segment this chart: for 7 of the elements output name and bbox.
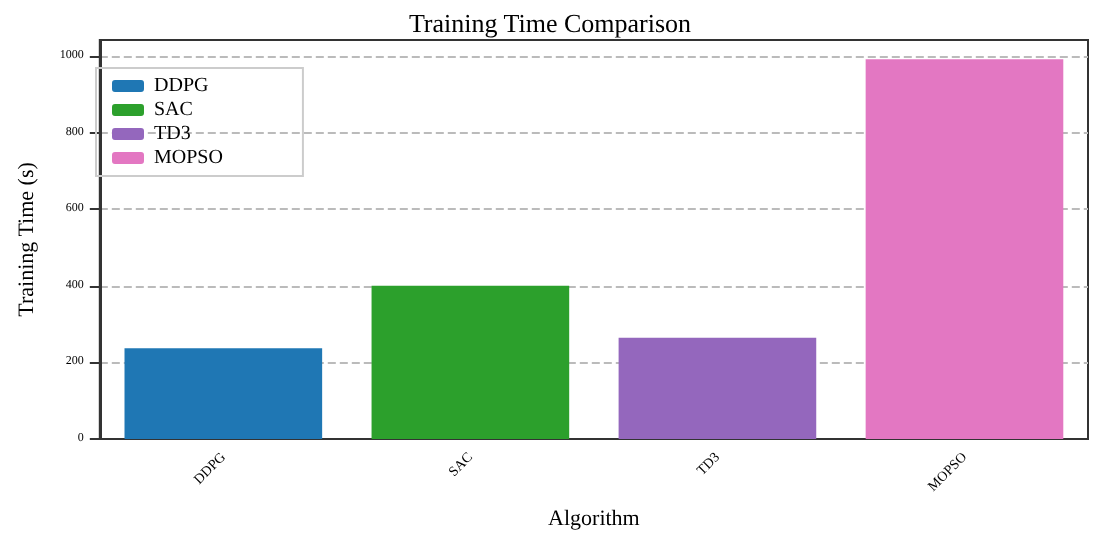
- legend-label: MOPSO: [154, 147, 223, 169]
- legend-label: SAC: [154, 99, 194, 121]
- y-axis-title: Training Time (s): [15, 161, 39, 317]
- x-axis-title: Algorithm: [548, 507, 641, 531]
- legend-label: TD3: [154, 123, 191, 145]
- legend-label: DDPG: [154, 75, 209, 97]
- chart-title: Training Time Comparison: [408, 8, 693, 38]
